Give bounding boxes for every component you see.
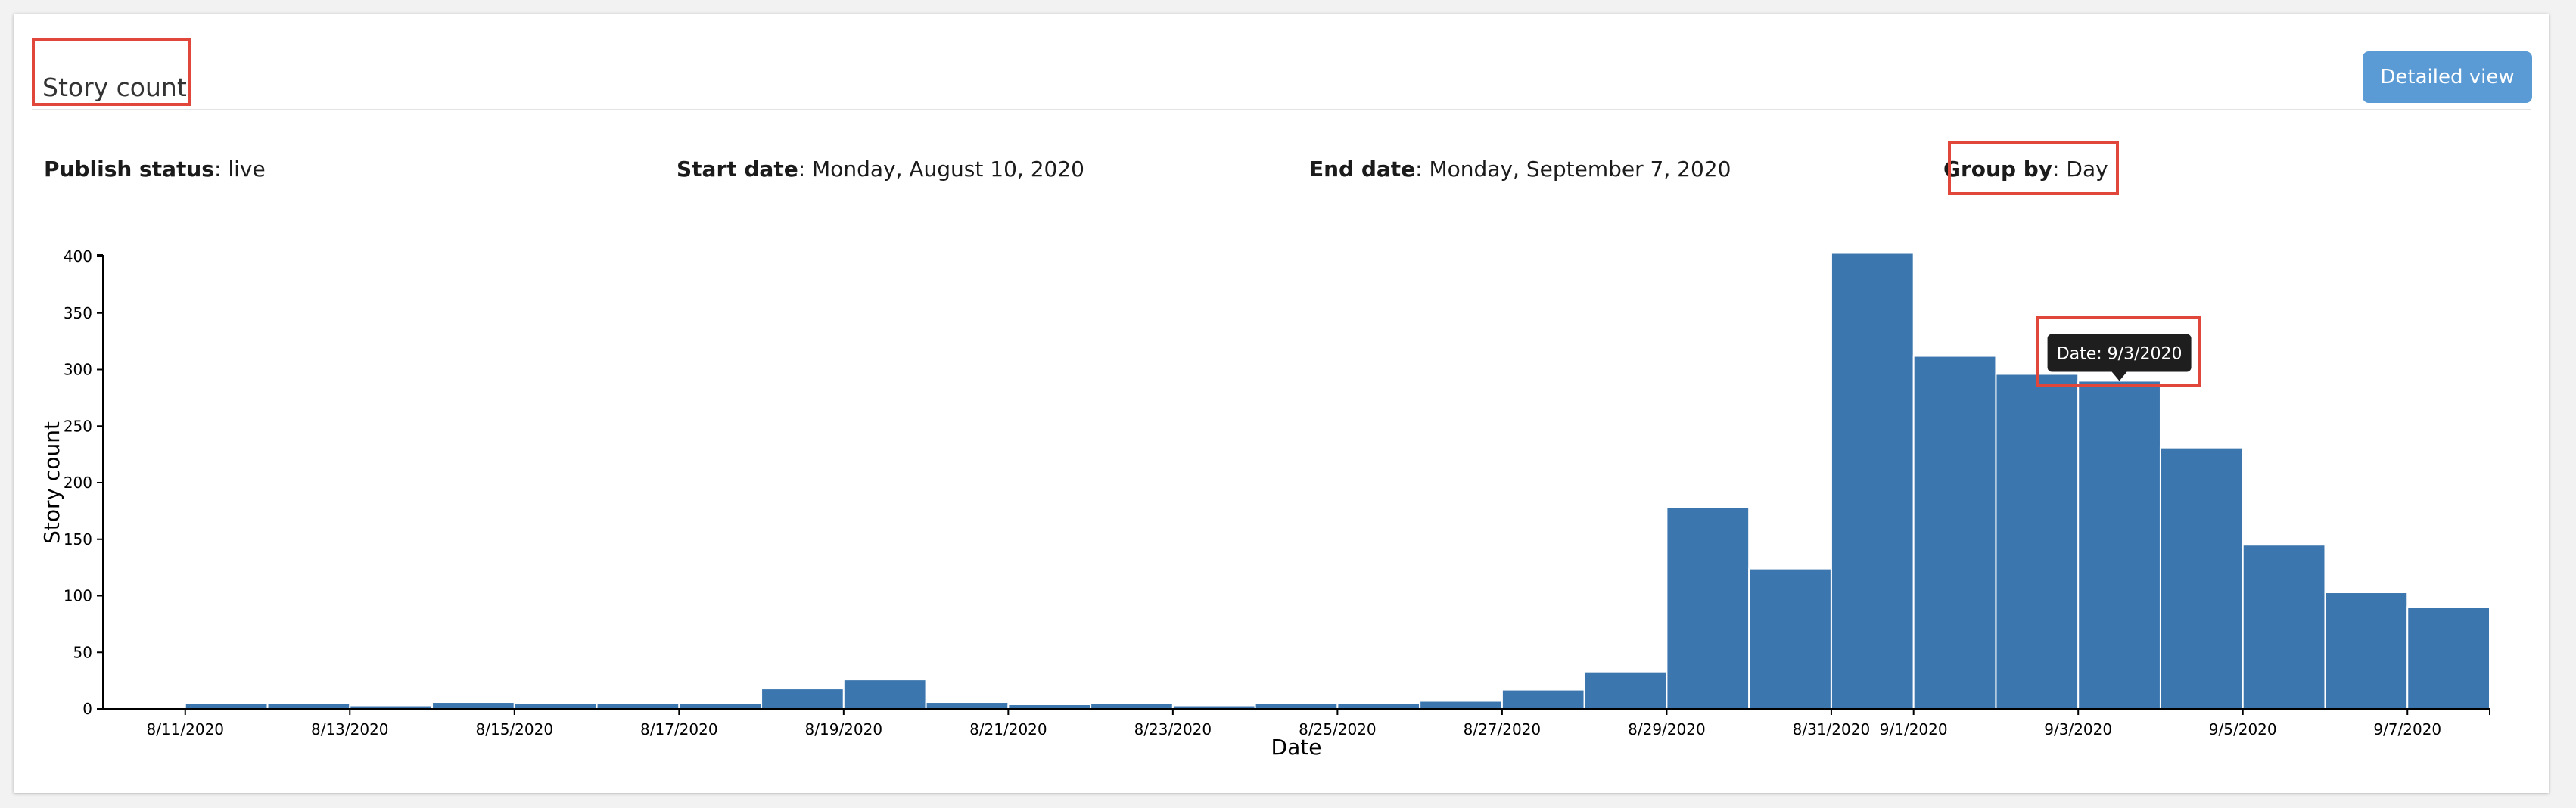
chart-bar[interactable] (1830, 252, 1915, 710)
chart-bar[interactable] (1254, 702, 1339, 710)
y-tick-label: 200 (64, 474, 92, 492)
filter-publish-status: Publish status: live (44, 157, 266, 182)
chart-bar[interactable] (1090, 702, 1174, 710)
chart-bar[interactable] (2406, 606, 2491, 710)
filter-value: Monday, September 7, 2020 (1429, 157, 1731, 182)
chart-bar[interactable] (1501, 688, 1585, 710)
chart-bar[interactable] (266, 702, 351, 710)
chart-bar[interactable] (1995, 373, 2080, 710)
filter-end-date: End date: Monday, September 7, 2020 (1309, 157, 1731, 182)
y-tick-label: 100 (64, 587, 92, 605)
filter-label: Publish status (44, 157, 214, 182)
chart-bar[interactable] (596, 702, 680, 710)
filter-label: Start date (677, 157, 798, 182)
x-tick-label: 8/21/2020 (969, 720, 1047, 738)
chart-bar[interactable] (1336, 702, 1421, 710)
filter-group-by: Group by: Day (1943, 157, 2108, 182)
chart-bar[interactable] (184, 702, 269, 710)
chart-bar[interactable] (1583, 670, 1668, 710)
filter-value: live (228, 157, 266, 182)
chart-bar[interactable] (2242, 544, 2326, 710)
y-tick-label: 400 (64, 247, 92, 266)
filter-label: End date (1309, 157, 1416, 182)
y-tick-label: 300 (64, 361, 92, 379)
group-by-highlight-box (1948, 141, 2119, 195)
x-tick-label: 8/29/2020 (1628, 720, 1706, 738)
x-tick-label: 8/27/2020 (1464, 720, 1542, 738)
chart-bar[interactable] (2077, 380, 2161, 710)
x-tick-label: 8/19/2020 (805, 720, 883, 738)
divider (32, 109, 2531, 110)
filter-label: Group by (1943, 157, 2053, 182)
x-tick-label: 9/7/2020 (2373, 720, 2441, 738)
filter-start-date: Start date: Monday, August 10, 2020 (677, 157, 1084, 182)
chart-bar[interactable] (2159, 446, 2244, 710)
y-tick-label: 0 (82, 700, 92, 718)
x-tick-label: 8/15/2020 (476, 720, 554, 738)
tooltip-arrow (2111, 371, 2127, 381)
chart-bar[interactable] (1419, 700, 1503, 710)
x-tick-label: 9/1/2020 (1880, 720, 1948, 738)
chart-bar[interactable] (761, 688, 845, 710)
filter-value: Monday, August 10, 2020 (812, 157, 1084, 182)
chart-bar[interactable] (513, 702, 598, 710)
y-axis-label: Story count (39, 421, 64, 544)
x-tick-label: 8/13/2020 (311, 720, 389, 738)
tooltip-bg (2047, 334, 2192, 372)
chart-bar[interactable] (1666, 506, 1750, 710)
x-tick-label: 9/3/2020 (2044, 720, 2112, 738)
tooltip-text: Date: 9/3/2020 (2057, 344, 2182, 363)
title-highlight-box (32, 38, 191, 106)
x-tick-label: 8/31/2020 (1793, 720, 1871, 738)
chart-bar[interactable] (925, 701, 1010, 710)
y-tick-label: 350 (64, 304, 92, 322)
x-axis-label: Date (1271, 735, 1322, 760)
chart-bar[interactable] (2324, 592, 2409, 710)
chart-bar[interactable] (431, 701, 515, 710)
detailed-view-button[interactable]: Detailed view (2363, 51, 2532, 103)
x-tick-label: 8/17/2020 (640, 720, 718, 738)
chart-bar[interactable] (1748, 567, 1832, 710)
x-tick-label: 9/5/2020 (2209, 720, 2277, 738)
y-tick-label: 150 (64, 530, 92, 549)
chart-bar[interactable] (1912, 355, 1997, 710)
y-tick-label: 50 (73, 643, 92, 661)
card-title: Story count (42, 73, 187, 102)
x-tick-label: 8/11/2020 (146, 720, 224, 738)
chart-bar[interactable] (842, 679, 927, 710)
chart-bar[interactable] (678, 702, 763, 710)
tooltip-highlight-box (2036, 316, 2201, 387)
y-tick-label: 250 (64, 417, 92, 435)
x-tick-label: 8/23/2020 (1134, 720, 1212, 738)
x-tick-label: 8/25/2020 (1299, 720, 1377, 738)
filter-value: Day (2066, 157, 2108, 182)
